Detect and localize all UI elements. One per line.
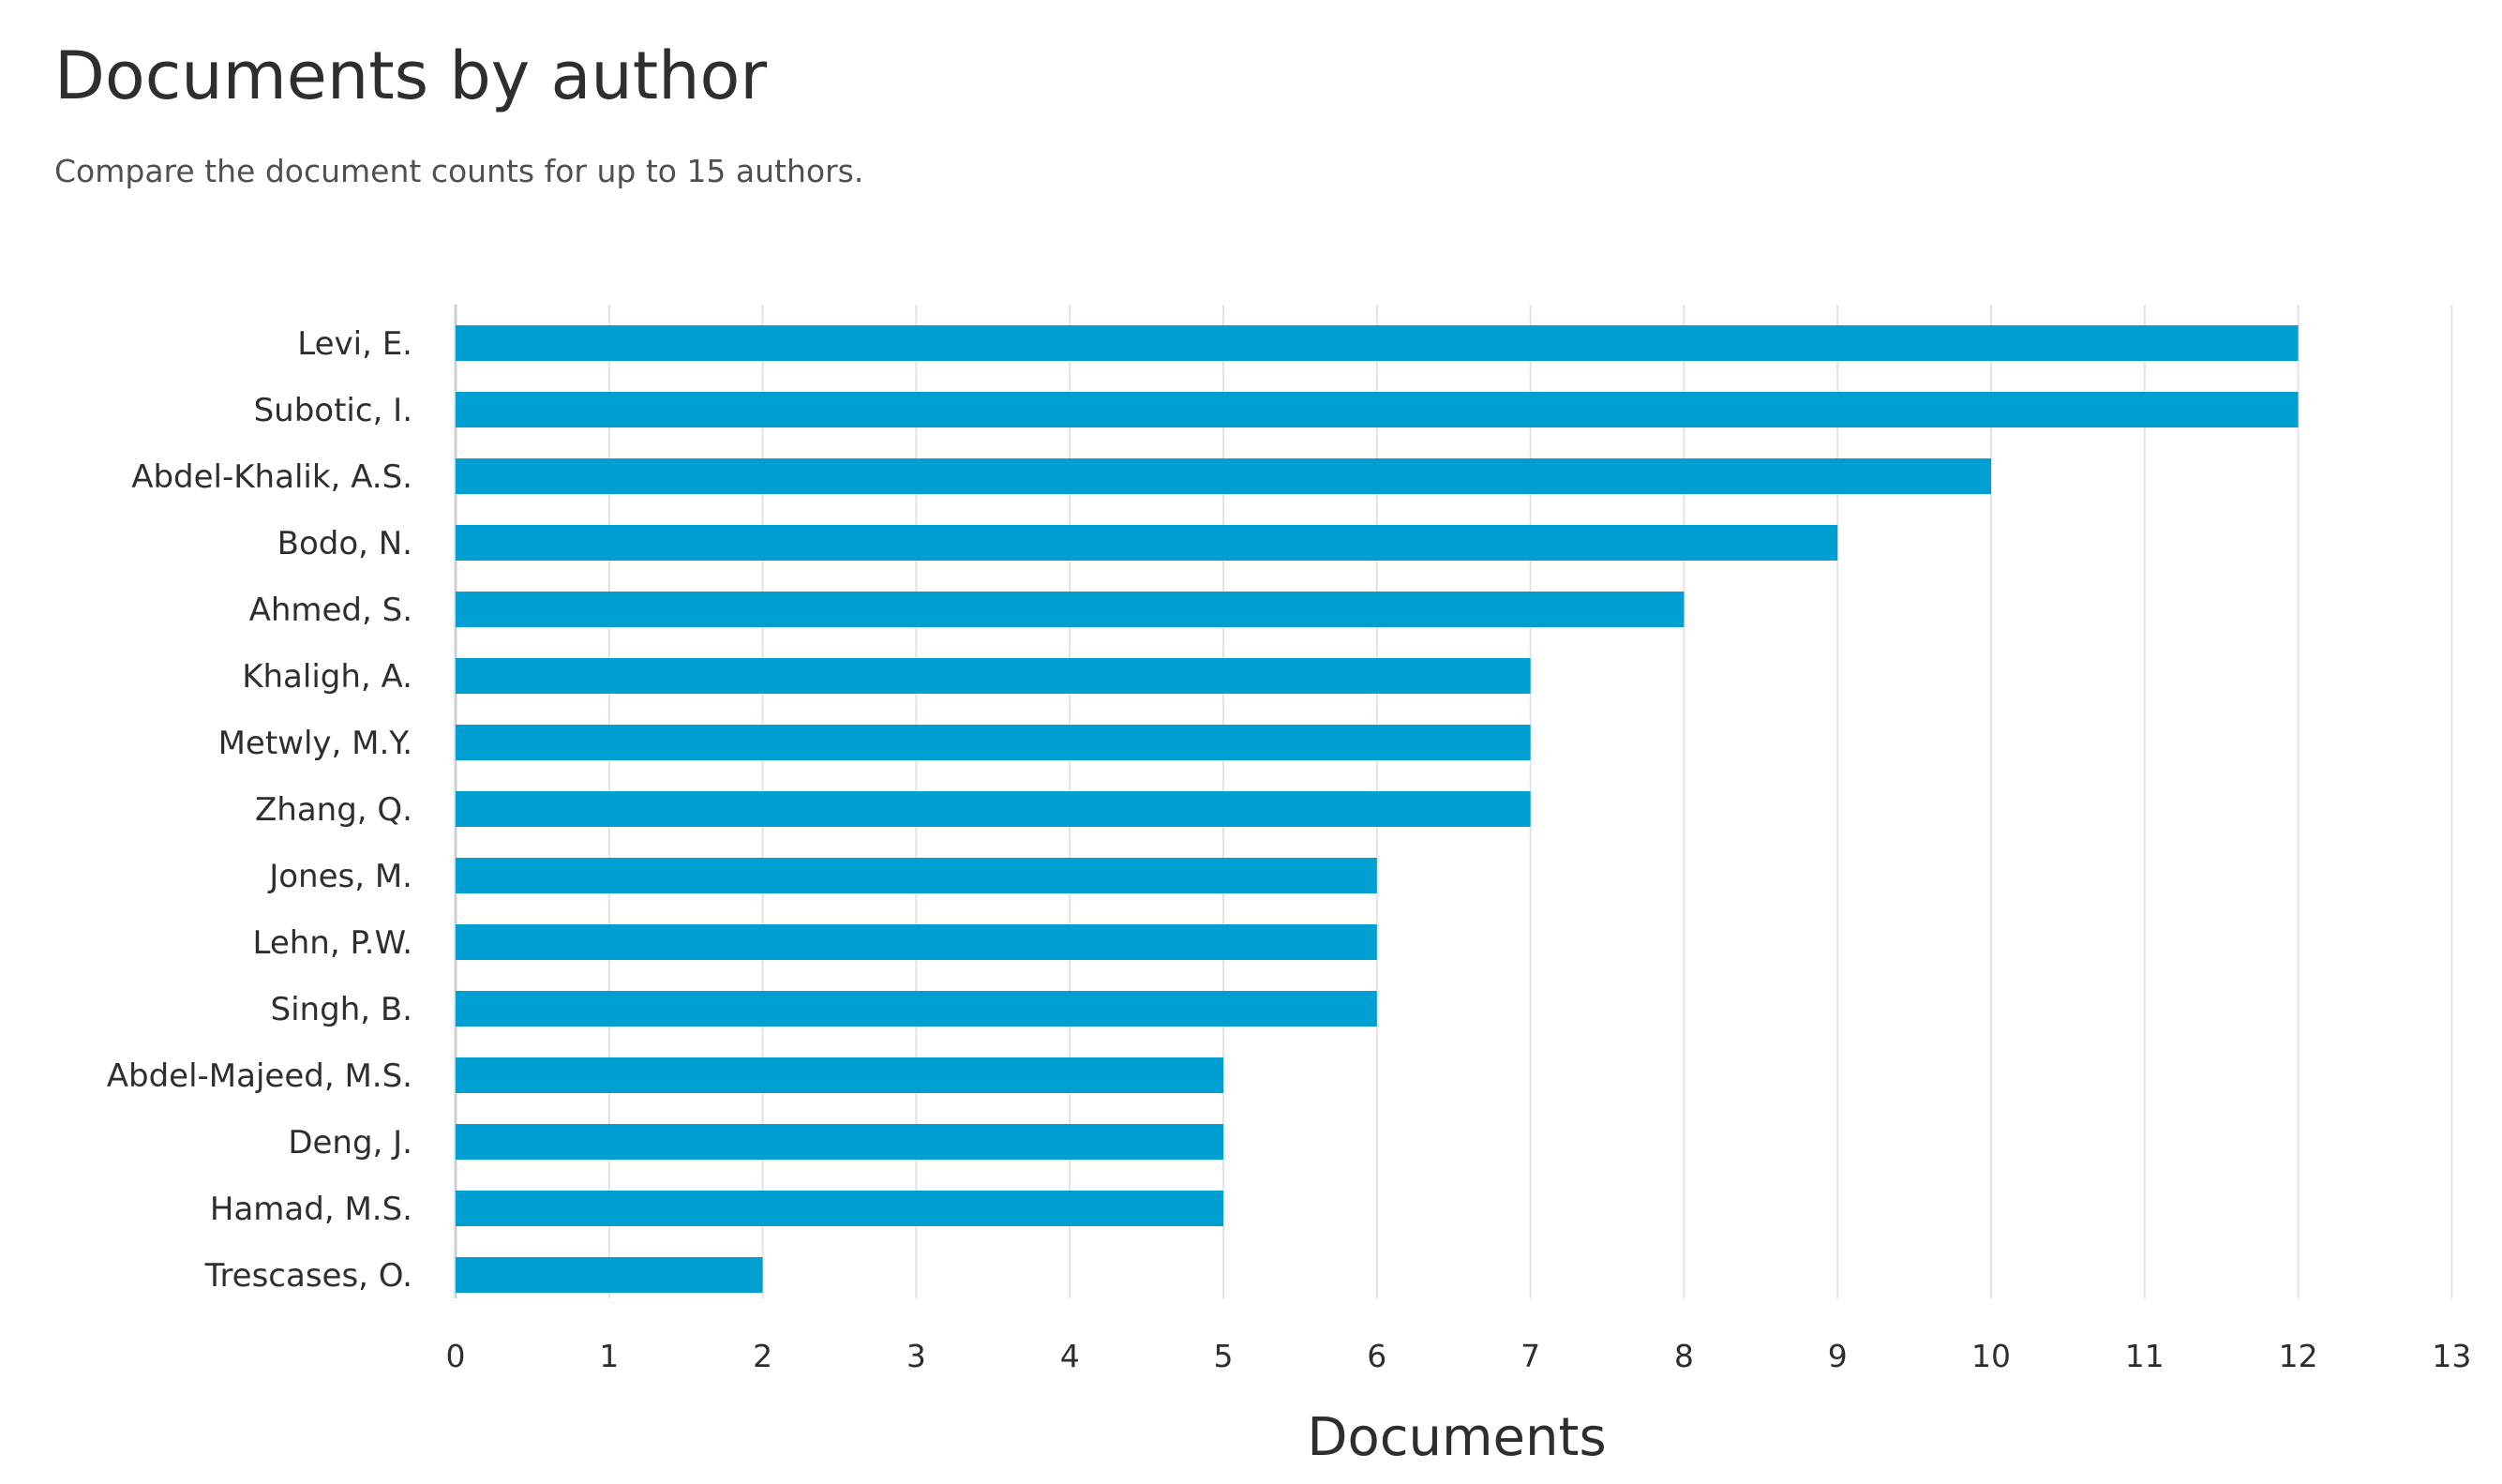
x-tick-label: 13: [2432, 1338, 2471, 1374]
x-tick-label: 4: [1060, 1338, 1080, 1374]
category-label: Levi, E.: [297, 325, 412, 363]
x-tick-label: 1: [599, 1338, 619, 1374]
x-tick-label: 11: [2125, 1338, 2165, 1374]
x-tick-labels: 0 1 2 3 4 5 6 7 8 9 10 11 12 13: [446, 1338, 2472, 1374]
bar[interactable]: [456, 458, 1991, 494]
bar[interactable]: [456, 658, 1531, 694]
category-label: Lehn, P.W.: [252, 924, 412, 962]
x-axis-title: Documents: [1307, 1407, 1606, 1468]
category-label: Bodo, N.: [277, 525, 412, 562]
category-label: Metwly, M.Y.: [218, 725, 412, 762]
x-tick-label: 3: [906, 1338, 926, 1374]
x-tick-label: 7: [1521, 1338, 1540, 1374]
bar[interactable]: [456, 725, 1531, 760]
chart-subtitle: Compare the document counts for up to 15…: [54, 153, 864, 189]
chart-title: Documents by author: [54, 37, 768, 114]
bar[interactable]: [456, 1257, 763, 1293]
category-label: Abdel-Khalik, A.S.: [131, 458, 412, 496]
bar[interactable]: [456, 924, 1377, 960]
bar[interactable]: [456, 1057, 1223, 1093]
x-tick-label: 9: [1828, 1338, 1848, 1374]
bar[interactable]: [456, 791, 1531, 827]
bar[interactable]: [456, 1124, 1223, 1160]
category-label: Trescases, O.: [204, 1257, 412, 1295]
category-label: Deng, J.: [288, 1124, 412, 1162]
category-label: Khaligh, A.: [242, 658, 412, 696]
category-labels: Levi, E. Subotic, I. Abdel-Khalik, A.S. Bod…: [107, 325, 412, 1295]
category-label: Ahmed, S.: [249, 592, 412, 629]
bar[interactable]: [456, 392, 2299, 427]
x-tick-label: 12: [2279, 1338, 2318, 1374]
bars: [456, 325, 2299, 1293]
category-label: Zhang, Q.: [255, 791, 412, 829]
x-tick-label: 0: [446, 1338, 466, 1374]
bar[interactable]: [456, 858, 1377, 893]
bar[interactable]: [456, 1191, 1223, 1226]
x-tick-label: 5: [1214, 1338, 1234, 1374]
category-label: Jones, M.: [267, 858, 412, 895]
bar[interactable]: [456, 525, 1838, 561]
x-tick-label: 8: [1674, 1338, 1694, 1374]
bar[interactable]: [456, 325, 2299, 361]
category-label: Hamad, M.S.: [210, 1191, 412, 1228]
x-tick-label: 6: [1367, 1338, 1386, 1374]
category-label: Singh, B.: [271, 991, 412, 1028]
x-tick-label: 10: [1971, 1338, 2011, 1374]
bar[interactable]: [456, 592, 1685, 627]
category-label: Abdel-Majeed, M.S.: [107, 1057, 412, 1095]
category-label: Subotic, I.: [254, 392, 412, 429]
bar[interactable]: [456, 991, 1377, 1027]
x-tick-label: 2: [753, 1338, 772, 1374]
